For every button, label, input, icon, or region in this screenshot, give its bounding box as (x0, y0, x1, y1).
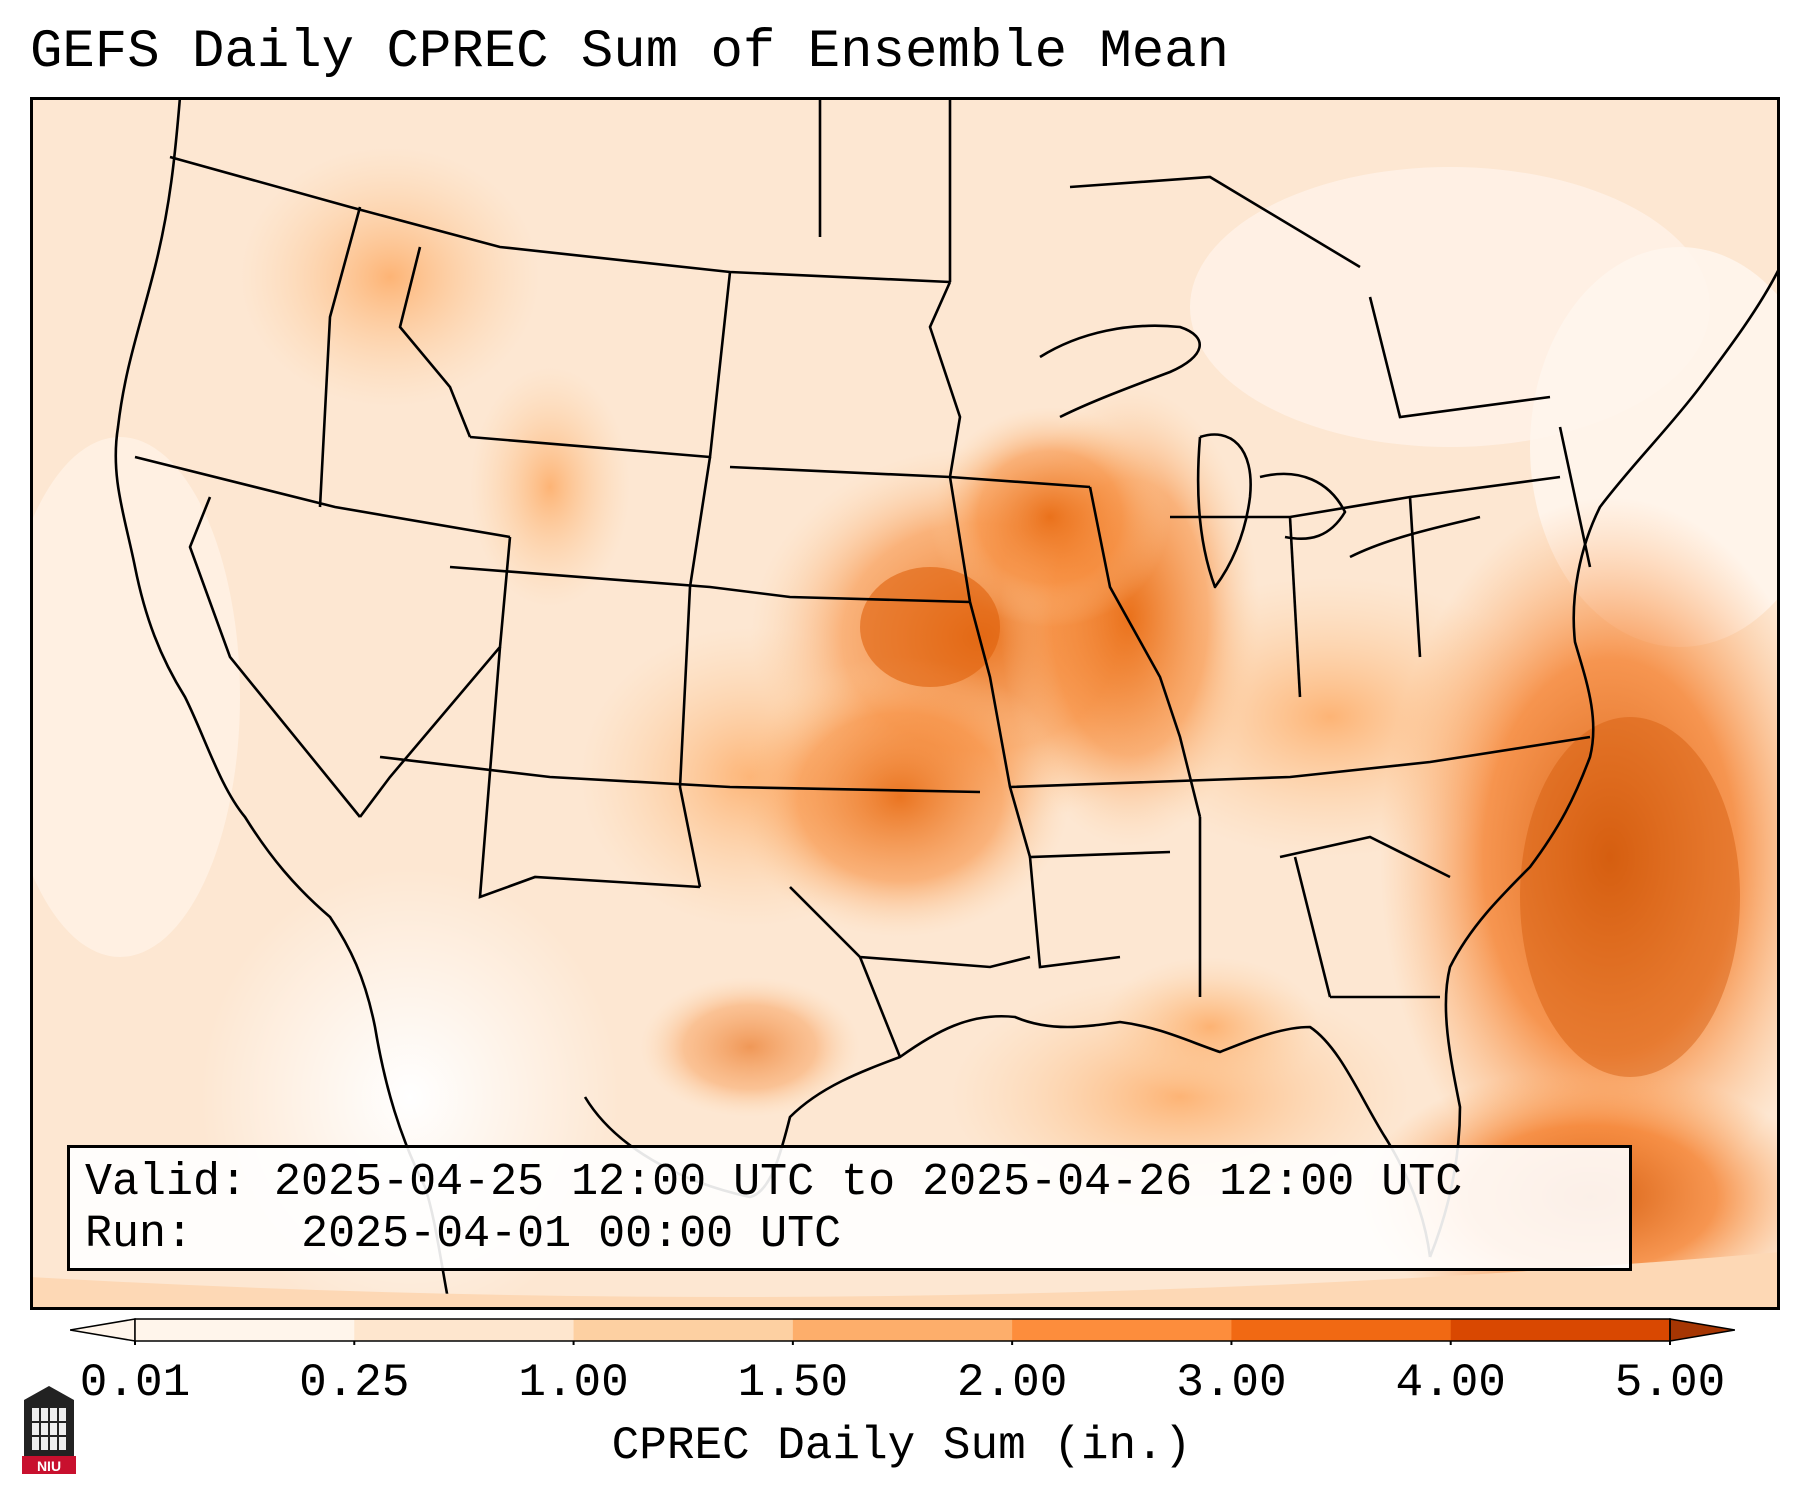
colorbar-segment (1450, 1319, 1671, 1341)
precipitation-map (30, 97, 1780, 1310)
coastlines (114, 97, 1780, 1310)
niu-logo: NIU (22, 1386, 76, 1474)
colorbar-segment (573, 1319, 794, 1341)
political-borders (134, 97, 1592, 1058)
run-time-line: Run: 2025-04-01 00:00 UTC (85, 1208, 841, 1262)
colorbar-tick-label: 2.00 (956, 1357, 1068, 1409)
colorbar (70, 1318, 1735, 1345)
colorbar-label: CPREC Daily Sum (in.) (611, 1420, 1192, 1472)
colorbar-segment (354, 1319, 575, 1341)
run-label: Run: (85, 1209, 194, 1260)
colorbar-segment (1012, 1319, 1232, 1341)
run-value: 2025-04-01 00:00 UTC (301, 1209, 842, 1260)
svg-text:NIU: NIU (37, 1458, 61, 1474)
colorbar-tick-label: 1.00 (518, 1357, 629, 1409)
precip-band-atlantic (1380, 497, 1780, 1217)
colorbar-tick-label: 5.00 (1614, 1357, 1726, 1409)
validity-info-box: Valid: 2025-04-25 12:00 UTC to 2025-04-2… (67, 1145, 1632, 1271)
valid-time-line: Valid: 2025-04-25 12:00 UTC to 2025-04-2… (85, 1156, 1462, 1210)
valid-label: Valid: (85, 1157, 248, 1208)
colorbar-tick-label: 0.01 (79, 1357, 191, 1409)
colorbar-extend-high (1669, 1318, 1735, 1342)
map-title: GEFS Daily CPREC Sum of Ensemble Mean (30, 22, 1229, 83)
colorbar-segment (792, 1319, 1013, 1341)
colorbar-tick-label: 0.25 (299, 1357, 410, 1409)
colorbar-tick-label: 3.00 (1176, 1357, 1287, 1409)
colorbar-tick-label: 1.50 (737, 1357, 849, 1409)
colorbar-segment (135, 1319, 355, 1341)
colorbar-segment (1231, 1319, 1452, 1341)
colorbar-extend-low (70, 1318, 136, 1342)
valid-value: 2025-04-25 12:00 UTC to 2025-04-26 12:00… (274, 1157, 1463, 1208)
colorbar-tick-label: 4.00 (1395, 1357, 1506, 1409)
